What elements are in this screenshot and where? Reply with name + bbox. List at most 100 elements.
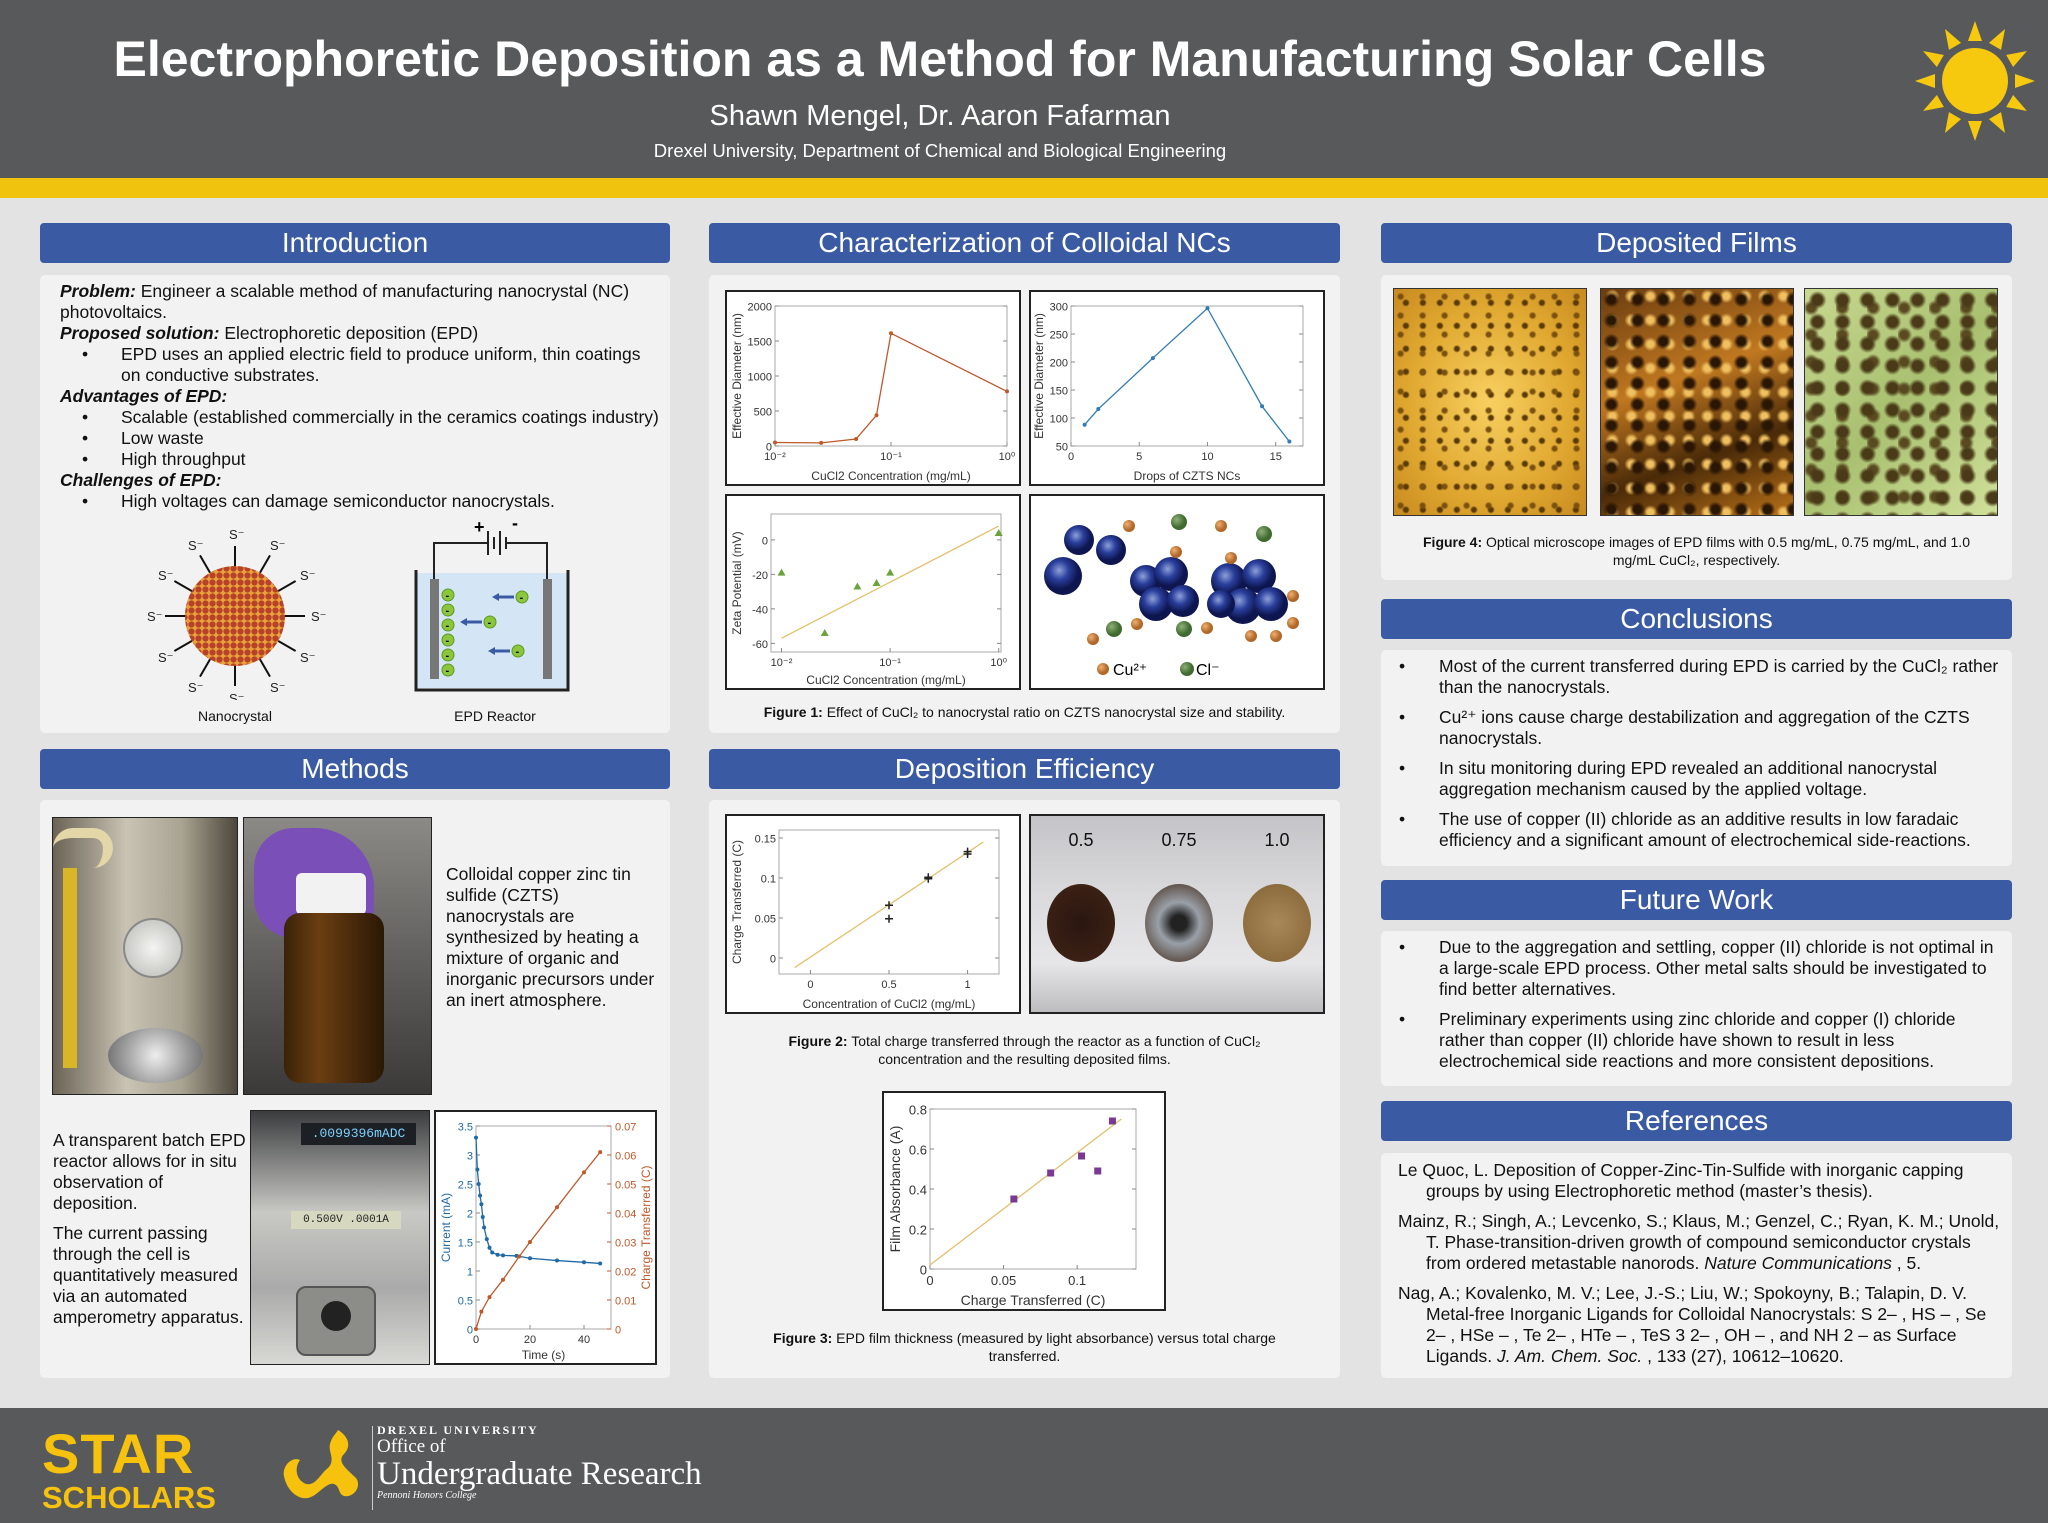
battery-plus: + <box>474 517 485 537</box>
cu-ions <box>1087 520 1299 645</box>
current-text: The current passing through the cell is … <box>53 1223 244 1327</box>
poster-title: Electrophoretic Deposition as a Method f… <box>113 31 1767 87</box>
y-tick-label: 500 <box>754 407 772 419</box>
y-tick-label: 200 <box>1050 358 1068 370</box>
y-tick-label: 0 <box>762 535 768 547</box>
ligand-label: S⁻ <box>300 568 316 583</box>
y-tick-label: 0.15 <box>755 834 776 846</box>
data-point <box>1287 439 1292 444</box>
synthesis-text: Colloidal copper zinc tin sulfide (CZTS)… <box>446 864 655 1010</box>
absorbance-vs-charge-chart: 0 0.05 0.1 0 0.2 0.4 0.6 0.8 Charge Transferred … <box>882 1091 1166 1311</box>
sun-ray <box>2015 74 2035 88</box>
plot-area <box>774 305 1008 447</box>
figure-1-caption: Figure 1: Effect of CuCl₂ to nanocrystal… <box>719 703 1330 721</box>
ligand-bond <box>276 639 297 652</box>
honors-college-text: Pennoni Honors College <box>377 1490 477 1502</box>
y-axis-label: Effective Diameter (nm) <box>730 313 744 439</box>
x-tick-label: 0 <box>807 979 813 991</box>
electrode-anode <box>430 579 439 679</box>
data-point <box>1108 1117 1116 1125</box>
particle-charge: - <box>446 620 450 632</box>
data-point <box>874 413 879 418</box>
figure-1-text: Effect of CuCl₂ to nanocrystal ratio on … <box>822 704 1286 720</box>
diameter-vs-drops-chart: 0 5 10 15 50 100 150 200 250 300 Drops of CZTS NCs… <box>1029 290 1325 486</box>
proposed-solution: Proposed solution: Electrophoretic depos… <box>60 323 660 344</box>
y-tick-label: 0.8 <box>909 1103 927 1118</box>
data-point <box>528 1240 532 1244</box>
data-point <box>490 1250 495 1255</box>
references-panel: Le Quoc, L. Deposition of Copper-Zinc-Ti… <box>1381 1153 2012 1378</box>
fit-line <box>929 1118 1122 1266</box>
ligand-bond <box>258 657 271 678</box>
y-tick-label: 300 <box>1050 302 1068 314</box>
y2-tick-label: 0.02 <box>615 1267 636 1279</box>
y-tick-label: 0.6 <box>909 1143 927 1158</box>
sun-ray <box>1968 21 1982 41</box>
series-line <box>1084 307 1290 442</box>
sun-ray <box>1988 112 2005 133</box>
x-tick-label: 10 <box>1201 451 1213 463</box>
nanocrystal-cluster <box>1044 525 1288 624</box>
x-tick-label: 5 <box>1136 451 1142 463</box>
nanocrystal-particle <box>441 633 455 647</box>
challenge-bullet: High voltages can damage semiconductor n… <box>60 491 660 512</box>
y2-tick-label: 0.03 <box>615 1238 636 1250</box>
data-point <box>476 1182 481 1186</box>
x-tick-label: 10⁰ <box>999 451 1016 463</box>
future-work-item: Preliminary experiments using zinc chlor… <box>1381 1009 2000 1072</box>
x-tick-label: 10⁻¹ <box>880 451 902 463</box>
data-point <box>872 579 881 586</box>
cu-legend-label: Cu²⁺ <box>1113 662 1147 679</box>
y-tick-label: 3.5 <box>458 1122 473 1134</box>
conclusion-item: Cu²⁺ ions cause charge destabilization a… <box>1381 707 2000 749</box>
references-heading: References <box>1381 1101 2012 1141</box>
x-tick-label: 0.5 <box>881 979 896 991</box>
data-point <box>598 1261 603 1266</box>
x-tick-label: 0 <box>926 1273 933 1288</box>
reference-item: Mainz, R.; Singh, A.; Levcenko, S.; Klau… <box>1398 1211 2000 1274</box>
y-axis-label: Effective Diameter (nm) <box>1032 313 1046 439</box>
y-tick-label: 0.2 <box>909 1223 927 1238</box>
nanocrystal-caption: Nanocrystal <box>198 708 272 724</box>
synthesis-apparatus-photo <box>52 817 238 1095</box>
challenges-label: Challenges of EPD: <box>60 470 222 490</box>
sun-ray <box>1923 94 1944 111</box>
y-tick-label: 0 <box>920 1263 927 1278</box>
reference-volume: , 5. <box>1891 1253 1922 1273</box>
ligand-label: S⁻ <box>188 680 204 695</box>
data-point <box>582 1170 586 1175</box>
plot-area <box>770 513 1002 653</box>
reference-text: Nag, A.; Kovalenko, M. V.; Lee, J.-S.; L… <box>1398 1283 1987 1366</box>
data-point <box>773 440 777 445</box>
microscope-image-0.5 <box>1393 288 1587 516</box>
ligand-bond <box>199 657 212 678</box>
ligand-label: S⁻ <box>188 538 204 553</box>
sun-ray <box>1945 112 1962 133</box>
absorbance-charge-plot: 0 0.05 0.1 0 0.2 0.4 0.6 0.8 Charge Transferred … <box>887 1103 1137 1308</box>
x-tick-label: 20 <box>524 1334 536 1346</box>
cl-legend-icon <box>1180 662 1194 676</box>
reference-journal: Nature Communications <box>1704 1253 1892 1273</box>
nanocrystal-particle <box>441 618 455 632</box>
y-axis-label: Zeta Potential (mV) <box>730 531 744 634</box>
y-tick-label: 1.5 <box>458 1238 473 1250</box>
sun-ray <box>1945 29 1962 50</box>
y-tick-label: 1000 <box>748 372 772 384</box>
figure-1-label: Figure 1: <box>763 704 823 720</box>
deposition-heading: Deposition Efficiency <box>709 749 1340 789</box>
particle-charge: - <box>488 617 492 629</box>
data-point <box>484 1237 489 1242</box>
fit-line <box>781 525 999 639</box>
introduction-heading: Introduction <box>40 223 670 263</box>
arrow-head <box>488 647 495 655</box>
data-point <box>480 1215 485 1220</box>
x-tick-label: 10⁻² <box>771 657 793 669</box>
ligand-label: S⁻ <box>311 609 327 624</box>
power-supply-readout: 0.500V .0001A <box>291 1211 401 1229</box>
future-work-heading: Future Work <box>1381 880 2012 920</box>
sun-icon <box>1915 21 2035 141</box>
particle-charge: - <box>516 646 520 658</box>
ligand-label: S⁻ <box>158 650 174 665</box>
deposited-films-photo: 0.5 0.75 1.0 <box>1029 814 1325 1014</box>
x-tick-label: 0.1 <box>1068 1273 1086 1288</box>
